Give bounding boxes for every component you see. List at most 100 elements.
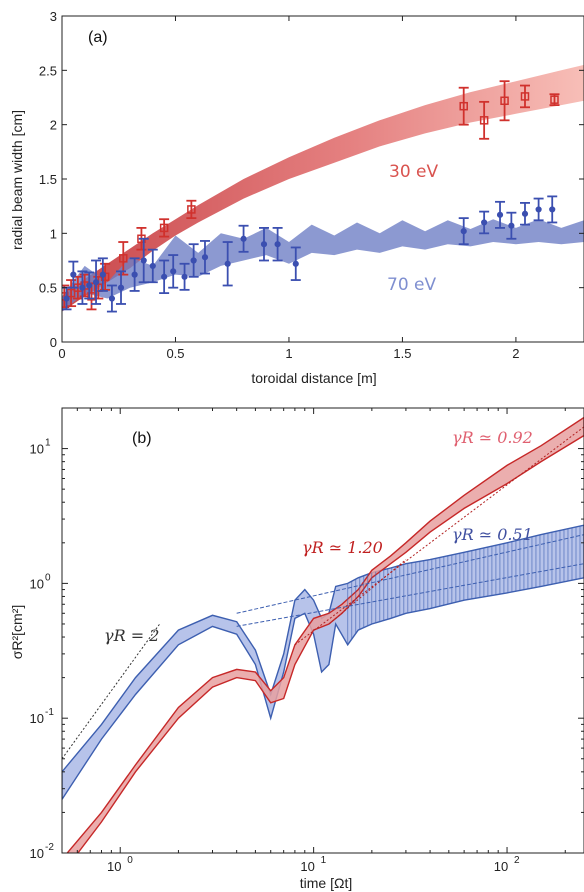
marker-circle [549,206,556,213]
data-point [159,259,170,295]
data-point [147,248,158,284]
x-tick-label: 10 [300,859,314,874]
panel-b-x-ticks: 10 0 10 1 10 2 [61,408,566,874]
y-tick-label: 2.5 [39,63,57,78]
marker-circle [63,295,70,302]
data-point [458,86,469,126]
y-tick-label: 10 [30,711,44,726]
marker-circle [92,279,100,286]
fit-line [236,563,584,627]
data-point [479,210,490,235]
data-point [91,259,102,305]
data-point [77,270,88,305]
x-tick-label: 2 [512,346,519,361]
marker-circle [481,219,488,226]
panel-a-frame [61,15,584,343]
panel-a-label: (a) [88,29,108,46]
data-point [199,240,210,275]
data-point [290,246,301,281]
marker-circle [521,210,529,217]
x-tick-exponent: 2 [514,855,520,866]
y-tick-exponent: -1 [45,707,54,718]
annotation-gamma-2: γR = 2 [104,626,159,645]
data-point [168,254,179,289]
y-tick-label: 10 [30,442,44,457]
panel-a-x-axis-label: toroidal distance [m] [251,370,376,386]
panel-b-frame [61,407,584,854]
marker-circle [117,284,125,291]
x-tick-label: 1 [285,346,292,361]
marker-circle [274,241,281,248]
marker-circle [508,222,515,229]
data-point [188,243,199,278]
y-tick-exponent: -2 [45,842,54,853]
data-point [129,257,140,292]
marker-square [187,205,196,214]
fit-line [294,426,584,646]
panel-b-label: (b) [132,430,152,447]
data-point [116,270,127,305]
panel-a-bands [62,64,584,312]
marker-circle [460,228,467,235]
panel-a-points [62,80,560,313]
data-point [84,271,95,300]
panel-a-y-axis-label: radial beam width [cm] [9,110,25,250]
marker-circle [201,254,209,261]
y-tick-label: 0.5 [39,281,57,296]
data-point [179,262,190,291]
fit-line [328,559,407,625]
data-point [138,237,149,284]
marker-square [459,101,468,111]
band-red [66,416,584,853]
marker-square [87,292,96,301]
data-point [97,257,108,292]
y-tick-label: 1 [50,226,57,241]
panel-b-fits [62,426,584,760]
panel-a-x-ticks: 0 0.5 1 1.5 2 [58,16,520,361]
y-tick-label: 0 [50,335,57,350]
panel-a-y-ticks: 0 0.5 1 1.5 2 2.5 3 [39,9,584,350]
data-point [222,241,233,287]
marker-circle [240,235,247,242]
marker-square [550,95,559,104]
marker-square [159,223,169,233]
x-tick-exponent: 1 [321,855,327,866]
marker-square [520,92,530,101]
oscillation-lines [347,525,584,645]
band-series-0 [62,64,584,312]
data-point [106,284,117,313]
marker-circle [86,282,93,289]
y-tick-exponent: 0 [45,572,51,583]
series-70ev-label: 70 eV [387,275,436,295]
marker-circle [190,257,197,264]
band-series-1 [62,219,584,312]
marker-circle [161,273,168,280]
panel-b-x-axis-label: time [Ωt] [300,875,352,891]
y-tick-label: 3 [50,9,57,24]
panel-b-y-axis-label-text: σR²[cm²] [9,605,25,660]
marker-circle [131,271,138,278]
y-tick-label: 10 [30,846,44,861]
panel-a: 0 0.5 1 1.5 2 00.511.522.53 (a) 30 eV 70 eV … [9,9,584,386]
data-point [258,226,269,262]
data-point [458,217,469,246]
annotation-gamma-092: γR ≃ 0.92 [452,428,533,447]
marker-circle [496,211,504,218]
data-point [533,197,544,222]
data-point [506,211,517,240]
x-tick-label: 10 [107,859,121,874]
panel-b-bands [62,416,584,853]
marker-circle [149,262,156,270]
x-tick-label: 0.5 [166,346,184,361]
data-point [186,199,197,220]
marker-circle [170,268,177,275]
data-point [118,241,129,276]
marker-circle [79,284,86,291]
data-point [519,202,530,226]
x-tick-exponent: 0 [127,855,133,866]
marker-square [119,254,128,263]
data-point [159,218,170,238]
marker-circle [224,260,231,267]
data-point [495,200,506,229]
